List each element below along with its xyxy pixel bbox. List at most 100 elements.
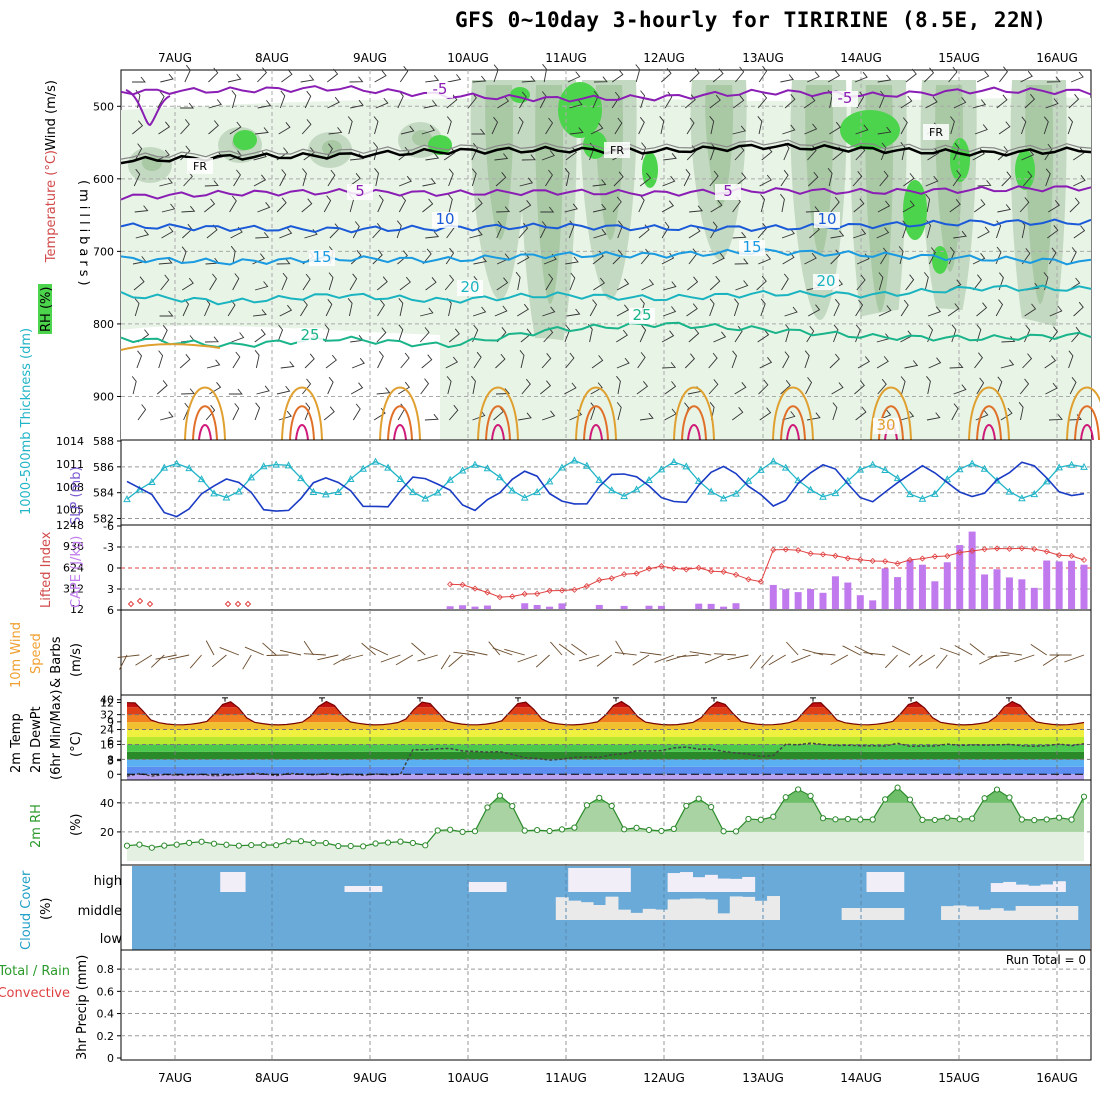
wind-barb	[232, 273, 240, 291]
rh-point	[223, 841, 230, 848]
thickness-point	[1080, 462, 1088, 470]
wind-barb	[542, 410, 556, 421]
wind-barb	[422, 248, 432, 265]
slp-tick: 1014	[56, 435, 84, 448]
cape-bar	[645, 605, 653, 609]
wind-barb	[926, 412, 941, 421]
dewpt2m-label: 2m DewPt	[29, 706, 44, 773]
wind-barb	[493, 64, 499, 83]
thickness-point	[471, 460, 479, 468]
isotherm-40	[982, 424, 996, 441]
isotherm-5	[120, 185, 1092, 201]
wind-barb	[733, 95, 745, 109]
wind-barb	[987, 654, 1010, 658]
thickness-point	[806, 485, 815, 493]
wind-barb	[857, 356, 870, 369]
isotherm-30	[772, 386, 814, 441]
wind-barb	[1000, 407, 1013, 421]
wind-barb	[616, 329, 628, 343]
rh-point	[969, 815, 976, 822]
lifted-index-point	[670, 565, 677, 572]
wind-barb	[494, 153, 509, 161]
wind-barb	[1019, 378, 1030, 395]
lifted-index-point	[645, 565, 653, 572]
wind-barb	[448, 328, 460, 343]
wind-barb	[884, 654, 898, 669]
wind-barb	[639, 412, 654, 421]
wind-barb	[830, 196, 840, 213]
wind-barb	[496, 277, 509, 291]
wind-barb	[1069, 197, 1080, 213]
isotherm-label-bg	[187, 158, 213, 174]
cape-bar	[1018, 579, 1026, 609]
wind-barb	[208, 120, 219, 135]
wind-barb	[954, 645, 973, 656]
wind-barb	[158, 121, 171, 135]
rh-point	[310, 839, 317, 846]
lifted-index-point	[981, 546, 988, 553]
wind-barb	[204, 336, 219, 343]
thickness-point	[918, 494, 927, 502]
rh-point	[621, 826, 628, 833]
wind-barb	[399, 276, 411, 291]
wind-barb	[350, 382, 364, 395]
cape-tick: 1248	[56, 519, 84, 532]
thickness-point	[980, 464, 989, 472]
wind-barb	[1073, 147, 1085, 161]
isotherm-35	[387, 405, 413, 441]
wind-barb	[160, 274, 170, 291]
wind-barb	[491, 116, 499, 135]
wind-barb	[898, 246, 904, 265]
wind-barb	[349, 173, 361, 187]
cape-bar	[558, 603, 566, 609]
wind-barb	[545, 169, 553, 187]
wind-barb	[878, 272, 884, 291]
wind-barb	[918, 654, 936, 666]
wind-barb	[596, 654, 612, 667]
cape-label: CAPE (J/kg)	[69, 536, 84, 608]
cloud-unit-label: (%)	[39, 898, 54, 921]
rh-point	[285, 838, 292, 845]
wind-barb	[447, 74, 462, 83]
date-label-top: 12AUG	[643, 51, 685, 65]
lifted-index-point	[244, 600, 252, 608]
lifted-index-point	[819, 551, 827, 558]
wind-barb	[661, 200, 674, 213]
cloud-middle	[941, 906, 954, 920]
wind-barb	[352, 403, 361, 421]
wind-barb	[662, 362, 677, 369]
date-label-top: 13AUG	[742, 51, 784, 65]
wind-barb	[661, 68, 672, 83]
lifted-index-point	[546, 587, 553, 594]
wind-barb	[953, 142, 960, 161]
rh-point	[919, 816, 926, 823]
rh-point	[608, 802, 615, 810]
wind-barb	[571, 643, 588, 656]
cloud-middle	[1028, 906, 1041, 920]
wind10m-label: 10m Wind	[9, 622, 24, 688]
dewpoint-line	[126, 742, 1085, 777]
wind-barb	[1044, 143, 1053, 161]
wind-barb	[304, 353, 315, 369]
cape-bar	[446, 606, 454, 609]
cape-bar	[831, 576, 839, 609]
wind-barb	[878, 305, 892, 317]
wind-barb	[254, 402, 261, 421]
cloud-middle	[1052, 906, 1066, 920]
wind-barb	[616, 375, 621, 395]
wind-barb	[520, 328, 532, 343]
lifted-index-point	[608, 575, 615, 582]
cape-bar	[993, 569, 1001, 609]
cloud-middle	[642, 908, 656, 920]
cloud-high	[704, 874, 718, 892]
thickness-point	[645, 475, 653, 484]
wind-barb	[519, 350, 525, 369]
cape-tick: 624	[63, 561, 84, 574]
wind-barb	[569, 127, 584, 135]
lifted-index-point	[1006, 545, 1013, 552]
cloud-middle	[717, 913, 731, 920]
cloud-high	[878, 872, 892, 892]
isotherm-35	[681, 405, 707, 441]
isotherm-40	[295, 424, 309, 441]
wind-barb	[781, 273, 789, 291]
